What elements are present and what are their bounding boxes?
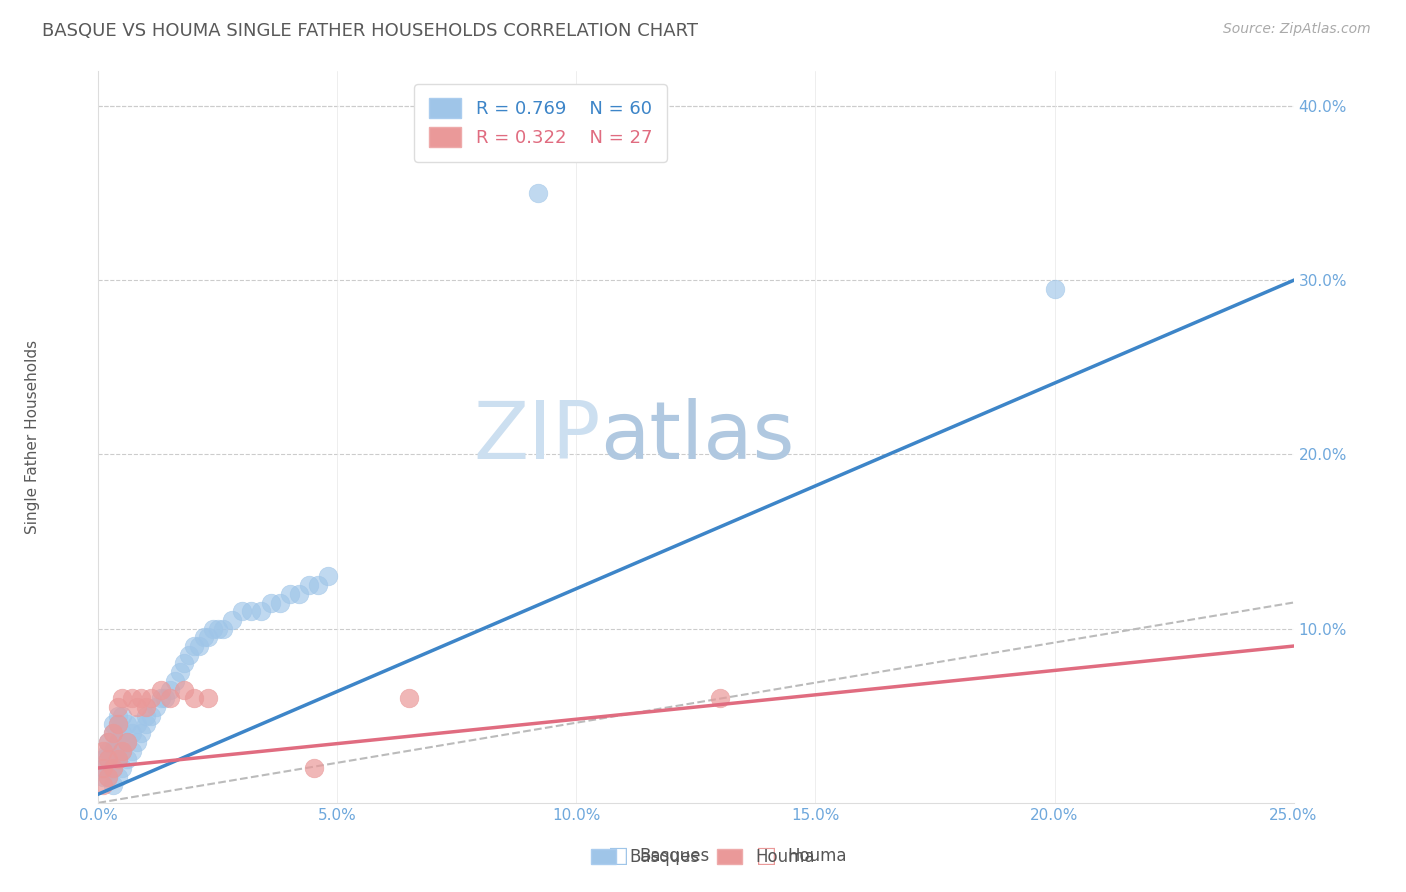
Point [91, 761, 114, 775]
Point [101, 778, 124, 792]
Point [231, 604, 253, 618]
Point [111, 726, 134, 740]
Point [107, 717, 129, 731]
Point [316, 569, 339, 583]
Point [107, 735, 129, 749]
Point [97, 770, 120, 784]
Text: □: □ [609, 847, 628, 866]
Point [101, 761, 124, 775]
Point [115, 735, 138, 749]
Text: Basques: Basques [640, 847, 710, 865]
Point [163, 673, 186, 688]
Point [107, 700, 129, 714]
Text: Houma: Houma [787, 847, 846, 865]
Point [202, 622, 225, 636]
Point [211, 622, 233, 636]
Point [149, 682, 172, 697]
Point [131, 726, 153, 740]
Point [173, 657, 195, 671]
Point [159, 691, 181, 706]
Point [183, 639, 205, 653]
Point [101, 717, 124, 731]
Point [159, 682, 181, 697]
Text: Source: ZipAtlas.com: Source: ZipAtlas.com [1223, 22, 1371, 37]
Point [207, 622, 229, 636]
Point [193, 631, 215, 645]
Point [169, 665, 191, 680]
Point [197, 691, 219, 706]
Point [97, 735, 120, 749]
Point [250, 604, 273, 618]
Point [307, 578, 329, 592]
Point [125, 735, 148, 749]
Point [135, 700, 157, 714]
Text: atlas: atlas [600, 398, 794, 476]
Point [101, 761, 124, 775]
Point [111, 743, 134, 757]
Point [111, 708, 134, 723]
Point [278, 587, 301, 601]
Text: Single Father Households: Single Father Households [25, 340, 41, 534]
Point [179, 648, 201, 662]
Point [115, 752, 138, 766]
Point [125, 717, 148, 731]
Point [298, 578, 321, 592]
Point [135, 717, 157, 731]
Point [121, 726, 143, 740]
Legend: R = 0.769    N = 60, R = 0.322    N = 27: R = 0.769 N = 60, R = 0.322 N = 27 [415, 84, 666, 161]
Point [115, 717, 138, 731]
Point [111, 743, 134, 757]
Point [107, 708, 129, 723]
Point [149, 691, 172, 706]
Point [107, 717, 129, 731]
Point [107, 770, 129, 784]
Point [269, 595, 291, 609]
Point [398, 691, 420, 706]
Point [107, 752, 129, 766]
Point [91, 761, 114, 775]
Point [97, 770, 120, 784]
Point [111, 691, 134, 706]
Point [101, 726, 124, 740]
Point [91, 752, 114, 766]
Point [131, 691, 153, 706]
Point [183, 691, 205, 706]
Point [709, 691, 731, 706]
Point [91, 770, 114, 784]
Point [121, 743, 143, 757]
Point [173, 682, 195, 697]
Point [101, 743, 124, 757]
Point [288, 587, 311, 601]
Point [125, 700, 148, 714]
Point [91, 743, 114, 757]
Point [527, 186, 550, 201]
Point [135, 708, 157, 723]
Point [187, 639, 209, 653]
Point [107, 752, 129, 766]
Point [302, 761, 325, 775]
Point [145, 700, 167, 714]
Text: BASQUE VS HOUMA SINGLE FATHER HOUSEHOLDS CORRELATION CHART: BASQUE VS HOUMA SINGLE FATHER HOUSEHOLDS… [42, 22, 699, 40]
Point [155, 691, 177, 706]
Text: ZIP: ZIP [472, 398, 600, 476]
Point [221, 613, 243, 627]
Legend: Basques, Houma: Basques, Houma [583, 840, 823, 875]
Point [97, 735, 120, 749]
Point [259, 595, 281, 609]
Point [139, 691, 162, 706]
Point [1043, 282, 1066, 296]
Point [91, 778, 114, 792]
Point [97, 743, 120, 757]
Point [115, 735, 138, 749]
Point [97, 752, 120, 766]
Point [101, 726, 124, 740]
Point [111, 761, 134, 775]
Point [197, 631, 219, 645]
Point [240, 604, 263, 618]
Point [97, 752, 120, 766]
Point [139, 708, 162, 723]
Text: □: □ [756, 847, 776, 866]
Point [121, 691, 143, 706]
